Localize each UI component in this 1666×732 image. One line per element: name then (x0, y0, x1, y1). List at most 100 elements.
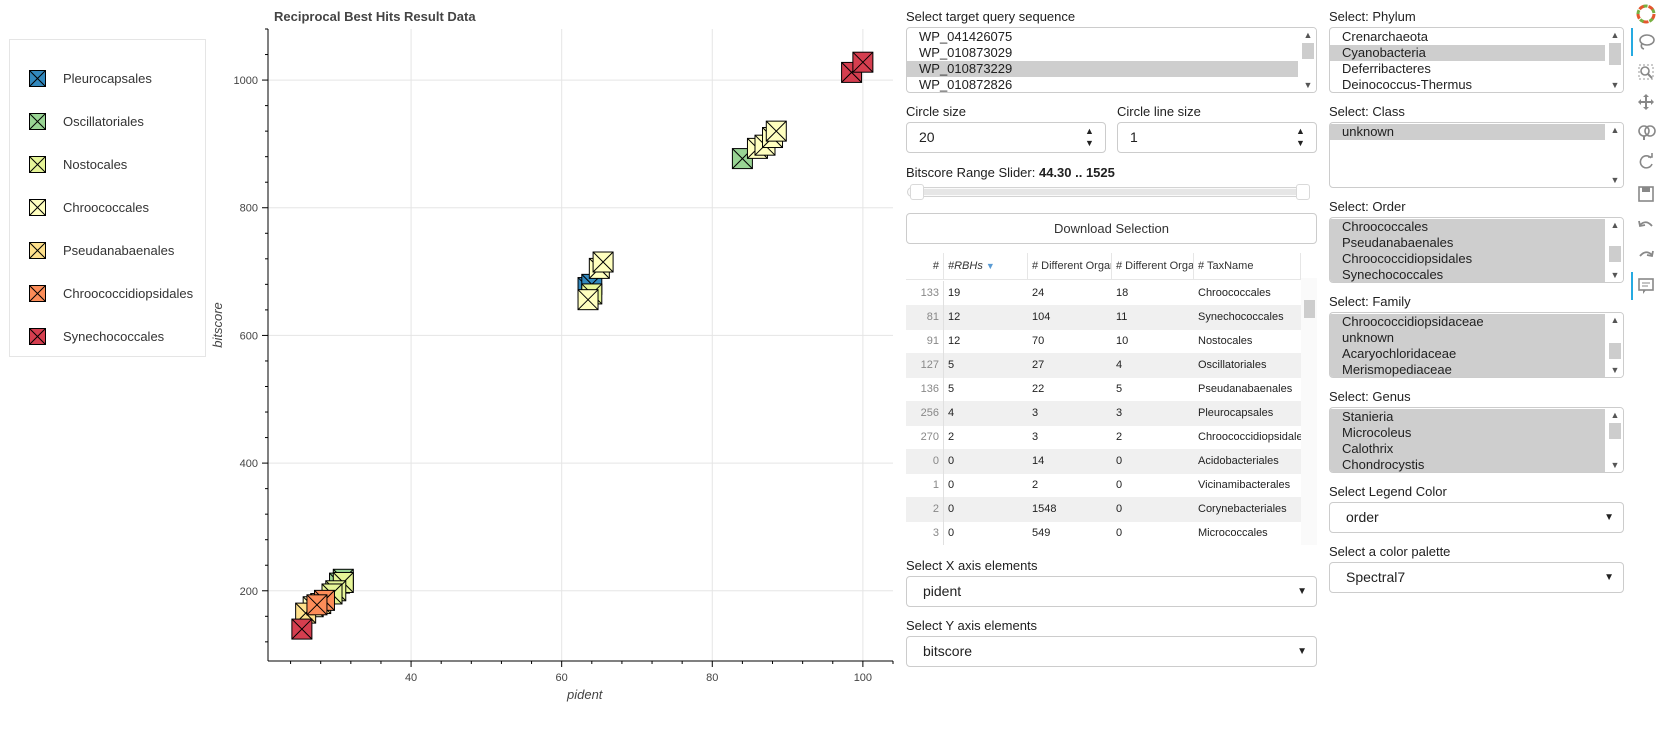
query-sequence-select[interactable]: WP_041426075 WP_010873029 WP_010873229 WP_0… (906, 27, 1317, 93)
table-row[interactable]: 127 5 27 4 Oscillatoriales (906, 353, 1301, 378)
scatter-svg[interactable]: 40 60 80 100 200 400 600 800 1000 (210, 0, 900, 712)
palette-select[interactable]: Spectral7 ▼ (1329, 562, 1624, 593)
redo-icon[interactable] (1634, 244, 1658, 268)
table-column-header[interactable]: # (906, 253, 944, 280)
data-point-synechococcales[interactable] (291, 618, 313, 640)
family-select[interactable]: Chroococcidiopsidaceae unknown Acaryochlor… (1329, 312, 1624, 378)
scroll-thumb[interactable] (1609, 246, 1621, 262)
table-row[interactable]: 136 5 22 5 Pseudanabaenales (906, 377, 1301, 402)
list-option[interactable]: unknown (1330, 124, 1605, 140)
table-row[interactable]: 2 0 1548 0 Corynebacteriales (906, 497, 1301, 522)
list-option[interactable]: Acaryochloridaceae (1330, 346, 1605, 362)
scroll-down-icon[interactable]: ▼ (1610, 365, 1620, 375)
legend-item[interactable]: Synechococcales (29, 327, 164, 345)
table-column-header[interactable]: # TaxName (1194, 253, 1301, 280)
table-column-header[interactable]: #RBHs ▼ (944, 253, 1028, 280)
x-axis-select[interactable]: pident ▼ (906, 576, 1317, 607)
undo-icon[interactable] (1634, 214, 1658, 238)
scroll-thumb[interactable] (1609, 423, 1621, 439)
wheel-zoom-icon[interactable] (1634, 120, 1658, 144)
data-point-chroococcales[interactable] (765, 120, 787, 142)
list-option[interactable]: unknown (1330, 330, 1605, 346)
list-option[interactable]: Deinococcus-Thermus (1342, 77, 1473, 92)
list-option[interactable]: WP_010873029 (919, 45, 1013, 60)
table-row[interactable]: 81 12 104 11 Synechococcales (906, 305, 1301, 330)
scroll-up-icon[interactable]: ▲ (1610, 220, 1620, 230)
genus-select[interactable]: Stanieria Microcoleus Calothrix Chondrocyst… (1329, 407, 1624, 473)
table-row[interactable]: 270 2 3 2 Chroococcidiopsidales (906, 425, 1301, 450)
list-option[interactable]: Deferribacteres (1342, 61, 1431, 76)
hover-icon[interactable] (1634, 274, 1658, 298)
scroll-down-icon[interactable]: ▼ (1610, 175, 1620, 185)
list-option[interactable]: Chroococcales (1330, 219, 1605, 235)
list-option[interactable]: WP_010873229 (907, 61, 1298, 77)
data-point-chroococcales[interactable] (577, 289, 599, 311)
legend-item[interactable]: Oscillatoriales (29, 112, 144, 130)
list-option[interactable]: Microcoleus (1330, 425, 1605, 441)
reset-icon[interactable] (1634, 150, 1658, 174)
data-point-synechococcales[interactable] (852, 51, 874, 73)
list-scrollbar[interactable]: ▲ ▼ (1607, 218, 1623, 282)
legend-item[interactable]: Nostocales (29, 155, 127, 173)
table-column-header[interactable]: # Different Organ (1112, 253, 1194, 280)
table-row[interactable]: 0 0 14 0 Acidobacteriales (906, 449, 1301, 474)
scroll-down-icon[interactable]: ▼ (1610, 270, 1620, 280)
scroll-up-icon[interactable]: ▲ (1303, 30, 1313, 40)
legend-color-select[interactable]: order ▼ (1329, 502, 1624, 533)
y-axis-select[interactable]: bitscore ▼ (906, 636, 1317, 667)
list-option[interactable]: Chondrocystis (1330, 457, 1605, 472)
phylum-select[interactable]: Crenarchaeota Cyanobacteria Deferribactere… (1329, 27, 1624, 93)
scroll-up-icon[interactable]: ▲ (1610, 315, 1620, 325)
scroll-down-icon[interactable]: ▼ (1610, 80, 1620, 90)
scroll-thumb[interactable] (1302, 43, 1314, 59)
list-option[interactable]: Stanieria (1330, 409, 1605, 425)
spinner-arrows-icon[interactable]: ▲ ▼ (1296, 126, 1305, 148)
data-point-chroococcales[interactable] (592, 251, 614, 273)
table-row[interactable]: 133 19 24 18 Chroococcales (906, 281, 1301, 306)
slider-handle-min[interactable] (910, 184, 924, 200)
table-row[interactable]: 91 12 70 10 Nostocales (906, 329, 1301, 354)
scroll-down-icon[interactable]: ▼ (1303, 80, 1313, 90)
table-row[interactable]: 256 4 3 3 Pleurocapsales (906, 401, 1301, 426)
class-select[interactable]: unknown ▲ ▼ (1329, 122, 1624, 188)
lasso-select-icon[interactable] (1634, 30, 1658, 54)
scroll-down-icon[interactable]: ▼ (1610, 460, 1620, 470)
list-option[interactable]: WP_010872826 (919, 77, 1013, 92)
scroll-up-icon[interactable]: ▲ (1610, 125, 1620, 135)
spinner-arrows-icon[interactable]: ▲ ▼ (1085, 126, 1094, 148)
results-table[interactable]: # #RBHs ▼ # Different Organ # Different Orga… (906, 253, 1317, 545)
scatter-plot[interactable]: 40 60 80 100 200 400 600 800 1000 (210, 0, 900, 712)
legend-item[interactable]: Chroococcales (29, 198, 149, 216)
slider-handle-max[interactable] (1296, 184, 1310, 200)
circle-line-size-spinner[interactable]: 1 ▲ ▼ (1117, 122, 1317, 153)
list-option[interactable]: Chroococcidiopsidales (1330, 251, 1605, 267)
list-option[interactable]: Chroococcidiopsidaceae (1330, 314, 1605, 330)
circle-size-spinner[interactable]: 20 ▲ ▼ (906, 122, 1106, 153)
order-select[interactable]: Chroococcales Pseudanabaenales Chroococcid… (1329, 217, 1624, 283)
table-scroll-thumb[interactable] (1304, 300, 1315, 318)
list-scrollbar[interactable]: ▲ ▼ (1300, 28, 1316, 92)
download-selection-button[interactable]: Download Selection (906, 213, 1317, 244)
box-zoom-icon[interactable] (1634, 60, 1658, 84)
list-scrollbar[interactable]: ▲ ▼ (1607, 408, 1623, 472)
list-scrollbar[interactable]: ▲ ▼ (1607, 123, 1623, 187)
legend-item[interactable]: Chroococcidiopsidales (29, 284, 193, 302)
list-option[interactable]: Calothrix (1330, 441, 1605, 457)
legend-item[interactable]: Pleurocapsales (29, 69, 152, 87)
list-option[interactable]: Crenarchaeota (1342, 29, 1428, 44)
legend-item[interactable]: Pseudanabaenales (29, 241, 174, 259)
save-icon[interactable] (1634, 182, 1658, 206)
scroll-thumb[interactable] (1609, 43, 1621, 65)
data-point-chroococcidiopsidales[interactable] (306, 594, 328, 616)
list-option[interactable]: Cyanobacteria (1330, 45, 1605, 61)
table-row[interactable]: 3 0 549 0 Micrococcales (906, 521, 1301, 545)
list-option[interactable]: Pseudanabaenales (1330, 235, 1605, 251)
list-option[interactable]: Merismopediaceae (1330, 362, 1605, 377)
scroll-up-icon[interactable]: ▲ (1610, 30, 1620, 40)
list-option[interactable]: WP_041426075 (919, 29, 1013, 44)
table-scrollbar[interactable] (1301, 278, 1317, 545)
scroll-thumb[interactable] (1609, 343, 1621, 359)
pan-icon[interactable] (1634, 90, 1658, 114)
table-column-header[interactable]: # Different Organ (1028, 253, 1112, 280)
scroll-up-icon[interactable]: ▲ (1610, 410, 1620, 420)
